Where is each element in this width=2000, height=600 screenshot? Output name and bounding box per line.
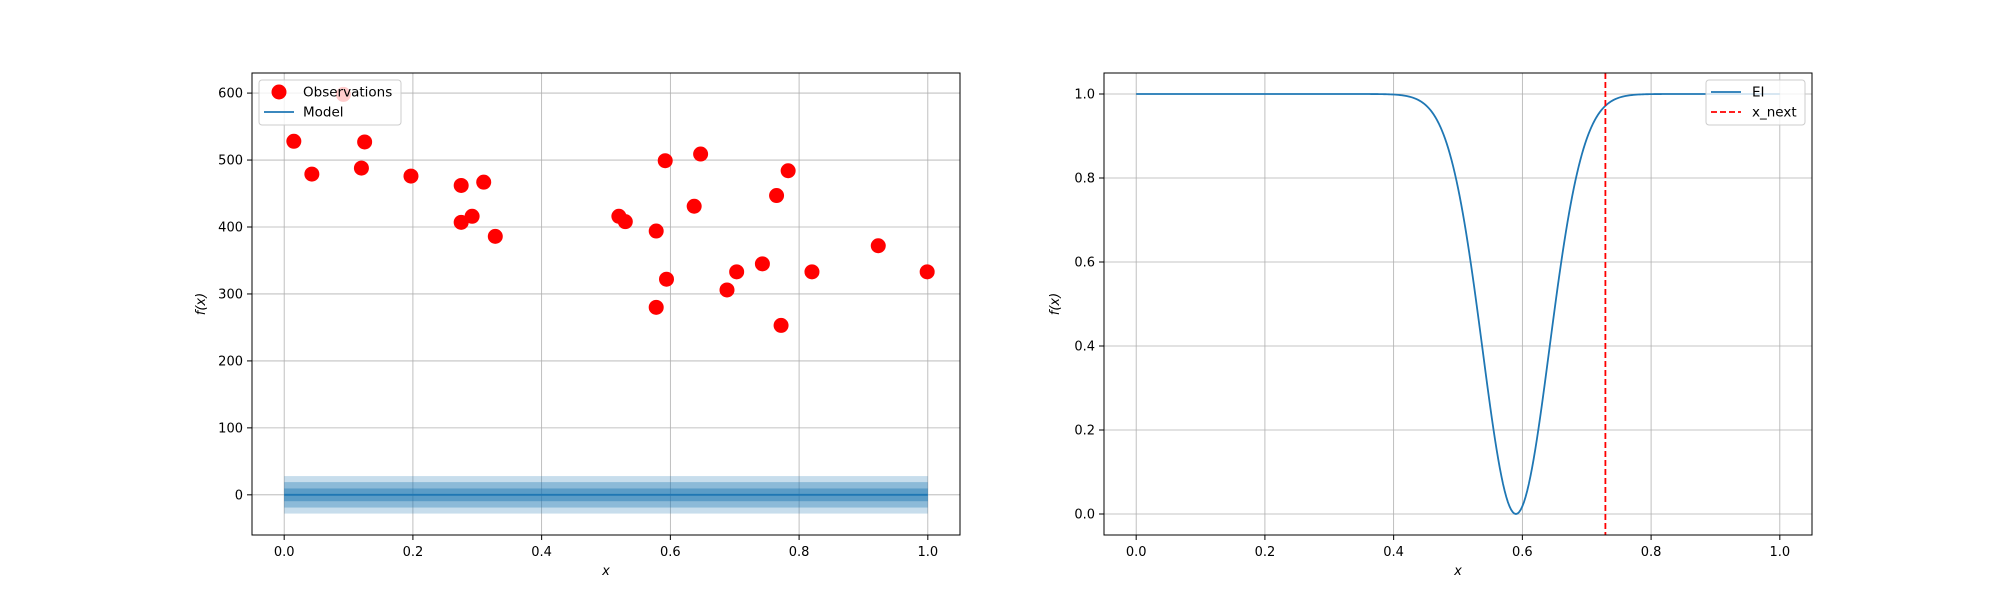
observation-point — [403, 168, 419, 184]
left-legend: Observations Model — [258, 79, 402, 126]
left-grid — [252, 73, 960, 535]
legend-observations-label: Observations — [303, 85, 392, 101]
expected-improvement-panel: 0.0 0.2 0.4 0.6 0.8 1.0 0.00.20.40.60.81.0 x … — [1048, 72, 1813, 579]
observation-point — [648, 299, 664, 315]
x-tick-label: 0.6 — [660, 545, 681, 560]
x-tick-label: 0.2 — [403, 545, 424, 560]
observation-point — [769, 188, 785, 204]
left-x-axis-label: x — [601, 564, 610, 579]
observation-point — [617, 214, 633, 230]
y-tick-label: 300 — [218, 287, 243, 302]
observation-point — [659, 271, 675, 287]
observation-point — [693, 146, 709, 162]
observation-point — [754, 256, 770, 272]
legend-model-label: Model — [303, 105, 344, 121]
ei-curve — [1136, 93, 1780, 515]
observation-point — [804, 264, 820, 280]
observation-point — [487, 228, 503, 244]
right-y-ticks: 0.0 0.2 0.4 0.6 0.8 1.0 — [1074, 88, 1104, 523]
right-plot-frame — [1103, 72, 1813, 536]
left-y-axis-label: f(x) — [194, 293, 209, 315]
ei-curve-group — [1136, 93, 1780, 515]
right-grid — [1104, 73, 1812, 535]
observation-point — [464, 208, 480, 224]
x-tick-label: 1.0 — [917, 545, 938, 560]
right-legend: EI x_next — [1705, 79, 1806, 126]
left-x-ticks: 0.0 0.2 0.4 0.6 0.8 1.0 — [274, 535, 938, 560]
legend-x-next-label: x_next — [1752, 105, 1797, 121]
observation-point — [780, 163, 796, 179]
x-tick-label: 0.4 — [531, 545, 552, 560]
x-tick-label: 0.2 — [1255, 545, 1276, 560]
x-tick-label: 0.4 — [1383, 545, 1404, 560]
y-tick-label: 600 — [218, 87, 243, 102]
observation-point — [476, 174, 492, 190]
observation-point — [729, 264, 745, 280]
observation-point — [870, 238, 886, 254]
right-y-axis-label: f(x) — [1048, 293, 1063, 315]
x-tick-label: 0.6 — [1512, 545, 1533, 560]
x-tick-label: 1.0 — [1769, 545, 1790, 560]
left-y-ticks: 0 100 200 300 400 500 600 — [218, 87, 252, 503]
legend-observations-marker — [271, 84, 287, 100]
y-tick-label: 100 — [218, 421, 243, 436]
x-tick-label: 0.0 — [274, 545, 295, 560]
y-tick-label: 1.0 — [1074, 88, 1095, 103]
observation-point — [286, 133, 302, 149]
observation-point — [719, 282, 735, 298]
observation-point — [657, 153, 673, 169]
y-tick-label: 0.2 — [1074, 424, 1095, 439]
x-tick-label: 0.0 — [1126, 545, 1147, 560]
left-legend-box — [258, 79, 402, 126]
observation-point — [304, 166, 320, 182]
x-tick-label: 0.8 — [1641, 545, 1662, 560]
y-tick-label: 400 — [218, 221, 243, 236]
right-x-ticks: 0.0 0.2 0.4 0.6 0.8 1.0 — [1126, 535, 1790, 560]
observation-point — [453, 214, 469, 230]
observation-points — [286, 86, 935, 333]
left-plot-frame — [251, 72, 961, 536]
observation-point — [686, 198, 702, 214]
y-tick-label: 200 — [218, 354, 243, 369]
observation-point — [353, 160, 369, 176]
right-x-axis-label: x — [1453, 564, 1462, 579]
y-tick-label: 0 — [235, 488, 243, 503]
y-tick-label: 0.6 — [1074, 256, 1095, 271]
y-tick-label: 0.8 — [1074, 172, 1095, 187]
observation-point — [919, 264, 935, 280]
observations-model-panel: 0.0 0.2 0.4 0.6 0.8 1.0 0 100 200 300 400 500 600 x… — [194, 72, 961, 579]
observation-point — [453, 177, 469, 193]
legend-ei-label: EI — [1752, 85, 1765, 101]
observation-point — [648, 223, 664, 239]
y-tick-label: 0.0 — [1074, 508, 1095, 523]
y-tick-label: 500 — [218, 154, 243, 169]
x-tick-label: 0.8 — [789, 545, 810, 560]
y-tick-label: 0.4 — [1074, 340, 1095, 355]
observation-point — [773, 317, 789, 333]
observation-point — [357, 134, 373, 150]
